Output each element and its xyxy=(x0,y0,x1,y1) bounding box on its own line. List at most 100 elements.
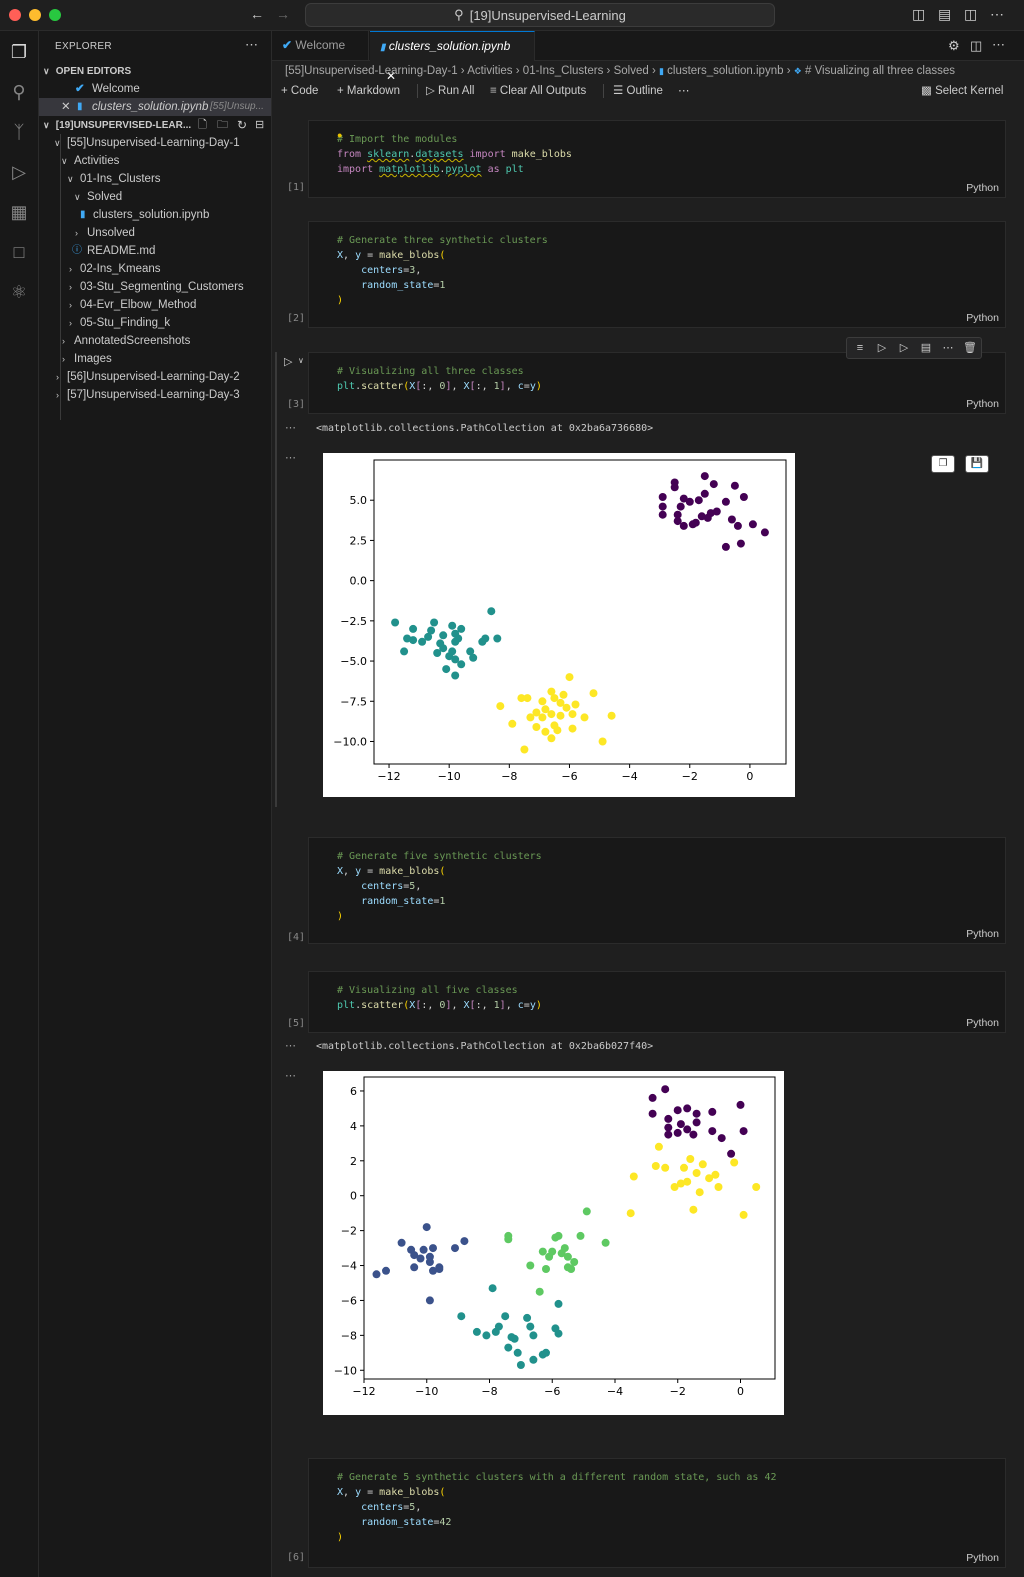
editor-more-icon[interactable]: ⋯ xyxy=(992,37,1005,52)
cell-language[interactable]: Python xyxy=(966,398,999,410)
explorer-icon[interactable]: ❐ xyxy=(10,42,28,62)
outline-button[interactable]: ☰ Outline xyxy=(613,85,663,97)
testing-icon[interactable]: ⚛ xyxy=(10,282,28,302)
close-icon[interactable]: ✕ xyxy=(61,101,71,113)
command-center-search[interactable]: ⚲ [19]Unsupervised-Learning xyxy=(305,3,775,27)
data-point xyxy=(457,624,466,633)
close-icon[interactable]: ✕ xyxy=(386,69,397,83)
cell-language[interactable]: Python xyxy=(966,312,999,324)
data-point xyxy=(565,673,574,682)
chevron-down-icon[interactable]: ∨ xyxy=(298,356,304,365)
split-cell-icon[interactable]: ▤ xyxy=(920,342,932,354)
explorer-more-icon[interactable]: ⋯ xyxy=(245,37,258,52)
tree-item-images[interactable]: › Images xyxy=(39,350,271,368)
refresh-icon[interactable]: ↻ xyxy=(237,118,248,132)
forward-arrow-icon[interactable]: → xyxy=(276,6,290,22)
workspace-section[interactable]: ∨ [19]UNSUPERVISED-LEAR... 🗋 🗀 ↻ ⊟ xyxy=(43,118,265,132)
cell-language[interactable]: Python xyxy=(966,182,999,194)
tab-clusters-solution[interactable]: ▮ clusters_solution.ipynb ✕ xyxy=(370,31,535,83)
copy-output-icon[interactable]: ❐ xyxy=(931,455,955,473)
output-menu-icon[interactable]: ⋯ xyxy=(285,452,296,464)
breadcrumb-item[interactable]: 01-Ins_Clusters xyxy=(522,65,604,77)
tree-item-day-1[interactable]: ∨ [55]Unsupervised-Learning-Day-1 xyxy=(39,134,271,152)
run-debug-icon[interactable]: ▷ xyxy=(12,162,26,182)
close-window-button[interactable] xyxy=(9,9,21,21)
tree-item-05-stu-finding-k[interactable]: › 05-Stu_Finding_k xyxy=(39,314,271,332)
maximize-window-button[interactable] xyxy=(49,9,61,21)
tree-item-annotated-screenshots[interactable]: › AnnotatedScreenshots xyxy=(39,332,271,350)
add-code-button[interactable]: + Code xyxy=(281,85,319,97)
cell-code[interactable]: # Generate five synthetic clusters X, y … xyxy=(337,851,542,922)
breadcrumb-item[interactable]: # Visualizing all three classes xyxy=(805,65,956,77)
run-all-button[interactable]: ▷ Run All xyxy=(426,85,475,97)
open-editor-welcome[interactable]: ✔ Welcome xyxy=(39,80,271,98)
clear-all-outputs-button[interactable]: ≡ Clear All Outputs xyxy=(490,85,587,97)
execute-below-icon[interactable]: ▷ xyxy=(899,342,909,354)
open-editor-notebook[interactable]: ✕ ▮ clusters_solution.ipynb [55]Unsup... xyxy=(39,98,271,116)
code-cell[interactable]: # Generate five synthetic clusters X, y … xyxy=(308,837,1006,944)
new-file-icon[interactable]: 🗋 xyxy=(198,119,207,131)
toggle-panel-icon[interactable]: ▤ xyxy=(938,6,952,22)
cell-more-icon[interactable]: ⋯ xyxy=(942,342,954,354)
add-markdown-button[interactable]: + Markdown xyxy=(337,85,400,97)
toggle-secondary-sidebar-icon[interactable]: ◫ xyxy=(964,6,978,22)
save-output-icon[interactable]: 💾 xyxy=(965,455,989,473)
code-cell[interactable]: # Generate three synthetic clusters X, y… xyxy=(308,221,1006,328)
collapse-all-icon[interactable]: ⊟ xyxy=(255,119,265,131)
search-icon[interactable]: ⚲ xyxy=(12,82,26,102)
remote-explorer-icon[interactable]: □ xyxy=(13,242,25,262)
split-editor-icon[interactable]: ◫ xyxy=(970,38,983,53)
code-cell[interactable]: # Visualizing all five classes plt.scatt… xyxy=(308,971,1006,1033)
tree-item-01-ins-clusters[interactable]: ∨ 01-Ins_Clusters xyxy=(39,170,271,188)
cell-code[interactable]: # Visualizing all five classes plt.scatt… xyxy=(337,985,542,1011)
tree-item-04-evr-elbow[interactable]: › 04-Evr_Elbow_Method xyxy=(39,296,271,314)
cell-code[interactable]: # Import the modules from sklearn.datase… xyxy=(337,134,572,175)
code-cell[interactable]: # Import the modules from sklearn.datase… xyxy=(308,120,1006,198)
cell-language[interactable]: Python xyxy=(966,1552,999,1564)
breadcrumb-item[interactable]: [55]Unsupervised-Learning-Day-1 xyxy=(285,65,458,77)
cell-code[interactable]: # Generate 5 synthetic clusters with a d… xyxy=(337,1472,777,1543)
tab-welcome[interactable]: ✔ Welcome xyxy=(272,31,369,60)
tree-item-03-stu-segmenting[interactable]: › 03-Stu_Segmenting_Customers xyxy=(39,278,271,296)
output-menu-icon[interactable]: ⋯ xyxy=(285,1040,296,1052)
tree-item-unsolved[interactable]: › Unsolved xyxy=(39,224,271,242)
tree-item-day-3[interactable]: › [57]Unsupervised-Learning-Day-3 xyxy=(39,386,271,404)
tree-item-02-ins-kmeans[interactable]: › 02-Ins_Kmeans xyxy=(39,260,271,278)
cell-code[interactable]: # Visualizing all three classes plt.scat… xyxy=(337,366,542,392)
run-cell-icon[interactable]: ▷ xyxy=(284,356,293,368)
output-menu-icon[interactable]: ⋯ xyxy=(285,422,296,434)
toggle-sidebar-icon[interactable]: ◫ xyxy=(912,6,926,22)
plus-icon: + xyxy=(337,85,347,97)
breadcrumb-item[interactable]: clusters_solution.ipynb xyxy=(667,65,784,77)
toolbar-more-icon[interactable]: ⋯ xyxy=(678,85,690,97)
cell-language[interactable]: Python xyxy=(966,1017,999,1029)
output-menu-icon[interactable]: ⋯ xyxy=(285,1070,296,1082)
tree-item-day-2[interactable]: › [56]Unsupervised-Learning-Day-2 xyxy=(39,368,271,386)
cell-code[interactable]: # Generate three synthetic clusters X, y… xyxy=(337,235,548,306)
run-below-icon[interactable]: ▷ xyxy=(877,342,887,354)
y-tick-label: 0 xyxy=(350,1190,357,1203)
breadcrumb-item[interactable]: Activities xyxy=(467,65,513,77)
chevron-down-icon: ∨ xyxy=(43,66,50,76)
gear-icon[interactable]: ⚙ xyxy=(948,38,960,53)
lightbulb-icon[interactable]: ● xyxy=(337,130,343,140)
back-arrow-icon[interactable]: ← xyxy=(250,6,264,22)
code-cell[interactable]: # Visualizing all three classes plt.scat… xyxy=(308,352,1006,414)
minimize-window-button[interactable] xyxy=(29,9,41,21)
tree-item-activities[interactable]: ∨ Activities xyxy=(39,152,271,170)
data-point xyxy=(691,518,700,527)
cell-language[interactable]: Python xyxy=(966,928,999,940)
open-editors-section[interactable]: ∨ OPEN EDITORS xyxy=(43,62,271,80)
trash-icon[interactable]: 🗑 xyxy=(963,342,977,354)
more-actions-icon[interactable]: ⋯ xyxy=(990,6,1004,22)
breadcrumb-item[interactable]: Solved xyxy=(613,65,649,77)
select-kernel-button[interactable]: ▩ Select Kernel xyxy=(921,85,1004,97)
tree-item-solved[interactable]: ∨ Solved xyxy=(39,188,271,206)
code-cell[interactable]: # Generate 5 synthetic clusters with a d… xyxy=(308,1458,1006,1568)
tree-item-readme[interactable]: ⓘ README.md xyxy=(39,242,271,260)
run-above-icon[interactable]: ≡ xyxy=(856,342,864,354)
new-folder-icon[interactable]: 🗀 xyxy=(217,119,228,131)
extensions-icon[interactable]: ▦ xyxy=(10,202,28,222)
tree-item-notebook[interactable]: ▮ clusters_solution.ipynb xyxy=(39,206,271,224)
source-control-icon[interactable]: ᛉ xyxy=(13,122,25,142)
